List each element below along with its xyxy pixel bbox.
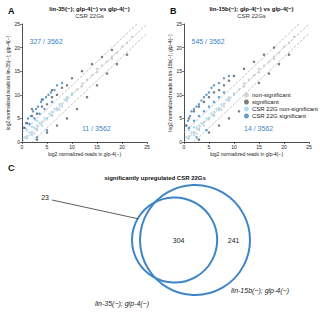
svg-text:10: 10 (176, 92, 182, 98)
svg-text:5: 5 (17, 115, 20, 121)
svg-text:B: B (170, 6, 177, 16)
svg-text:304: 304 (173, 237, 185, 244)
svg-text:15: 15 (94, 144, 100, 150)
svg-text:lin-15b(−); glp-4(−) vs glp-4(: lin-15b(−); glp-4(−) vs glp-4(−) (209, 6, 293, 12)
svg-text:11 / 3562: 11 / 3562 (82, 125, 111, 132)
svg-text:non-significant: non-significant (252, 92, 291, 98)
svg-text:10: 10 (69, 144, 75, 150)
svg-text:25: 25 (14, 21, 20, 27)
svg-text:5: 5 (208, 144, 211, 150)
svg-text:C: C (8, 163, 15, 173)
svg-text:log2 normalized reads in glp-4: log2 normalized reads in glp-4(−) (210, 151, 284, 157)
svg-text:10: 10 (231, 144, 237, 150)
svg-text:5: 5 (46, 144, 49, 150)
svg-text:23: 23 (41, 194, 49, 201)
svg-text:lin-35(−); glp-4(−) vs glp-4(−: lin-35(−); glp-4(−) vs glp-4(−) (49, 6, 130, 12)
svg-text:A: A (8, 6, 15, 16)
svg-text:20: 20 (119, 144, 125, 150)
svg-text:20: 20 (14, 45, 20, 51)
svg-text:241: 241 (228, 237, 240, 244)
svg-text:15: 15 (14, 68, 20, 74)
svg-text:CSR 22Gs: CSR 22Gs (237, 13, 266, 19)
svg-text:14 / 3562: 14 / 3562 (244, 125, 273, 132)
svg-text:25: 25 (144, 144, 150, 150)
svg-text:15: 15 (176, 68, 182, 74)
svg-text:log2 normalized reads in lin-1: log2 normalized reads in lin-15b(−); glp… (167, 34, 173, 132)
svg-text:CSR 22Gs: CSR 22Gs (75, 13, 104, 19)
svg-text:25: 25 (176, 21, 182, 27)
svg-text:25: 25 (306, 144, 312, 150)
svg-text:lin-15b(−); glp-4(−): lin-15b(−); glp-4(−) (231, 287, 289, 295)
svg-text:5: 5 (179, 115, 182, 121)
svg-text:0: 0 (179, 139, 182, 145)
svg-text:327 / 3562: 327 / 3562 (30, 38, 63, 45)
svg-text:significantly upregulated CSR: significantly upregulated CSR 22Gs (104, 175, 206, 181)
svg-text:10: 10 (14, 92, 20, 98)
svg-text:0: 0 (183, 144, 186, 150)
svg-text:significant: significant (252, 99, 279, 105)
svg-text:20: 20 (281, 144, 287, 150)
svg-text:20: 20 (176, 45, 182, 51)
svg-text:15: 15 (256, 144, 262, 150)
svg-text:CSR 22G non-significant: CSR 22G non-significant (252, 106, 318, 112)
svg-text:0: 0 (21, 144, 24, 150)
svg-text:545 / 3562: 545 / 3562 (192, 38, 225, 45)
svg-text:lin-35(−); glp-4(−): lin-35(−); glp-4(−) (95, 300, 149, 308)
svg-text:log2 normalized reads in glp-4: log2 normalized reads in glp-4(−) (48, 151, 122, 157)
svg-text:0: 0 (17, 139, 20, 145)
svg-text:CSR 22G significant: CSR 22G significant (252, 113, 306, 119)
svg-text:log2 normalized reads in lin-3: log2 normalized reads in lin-35(−); glp-… (5, 35, 11, 130)
